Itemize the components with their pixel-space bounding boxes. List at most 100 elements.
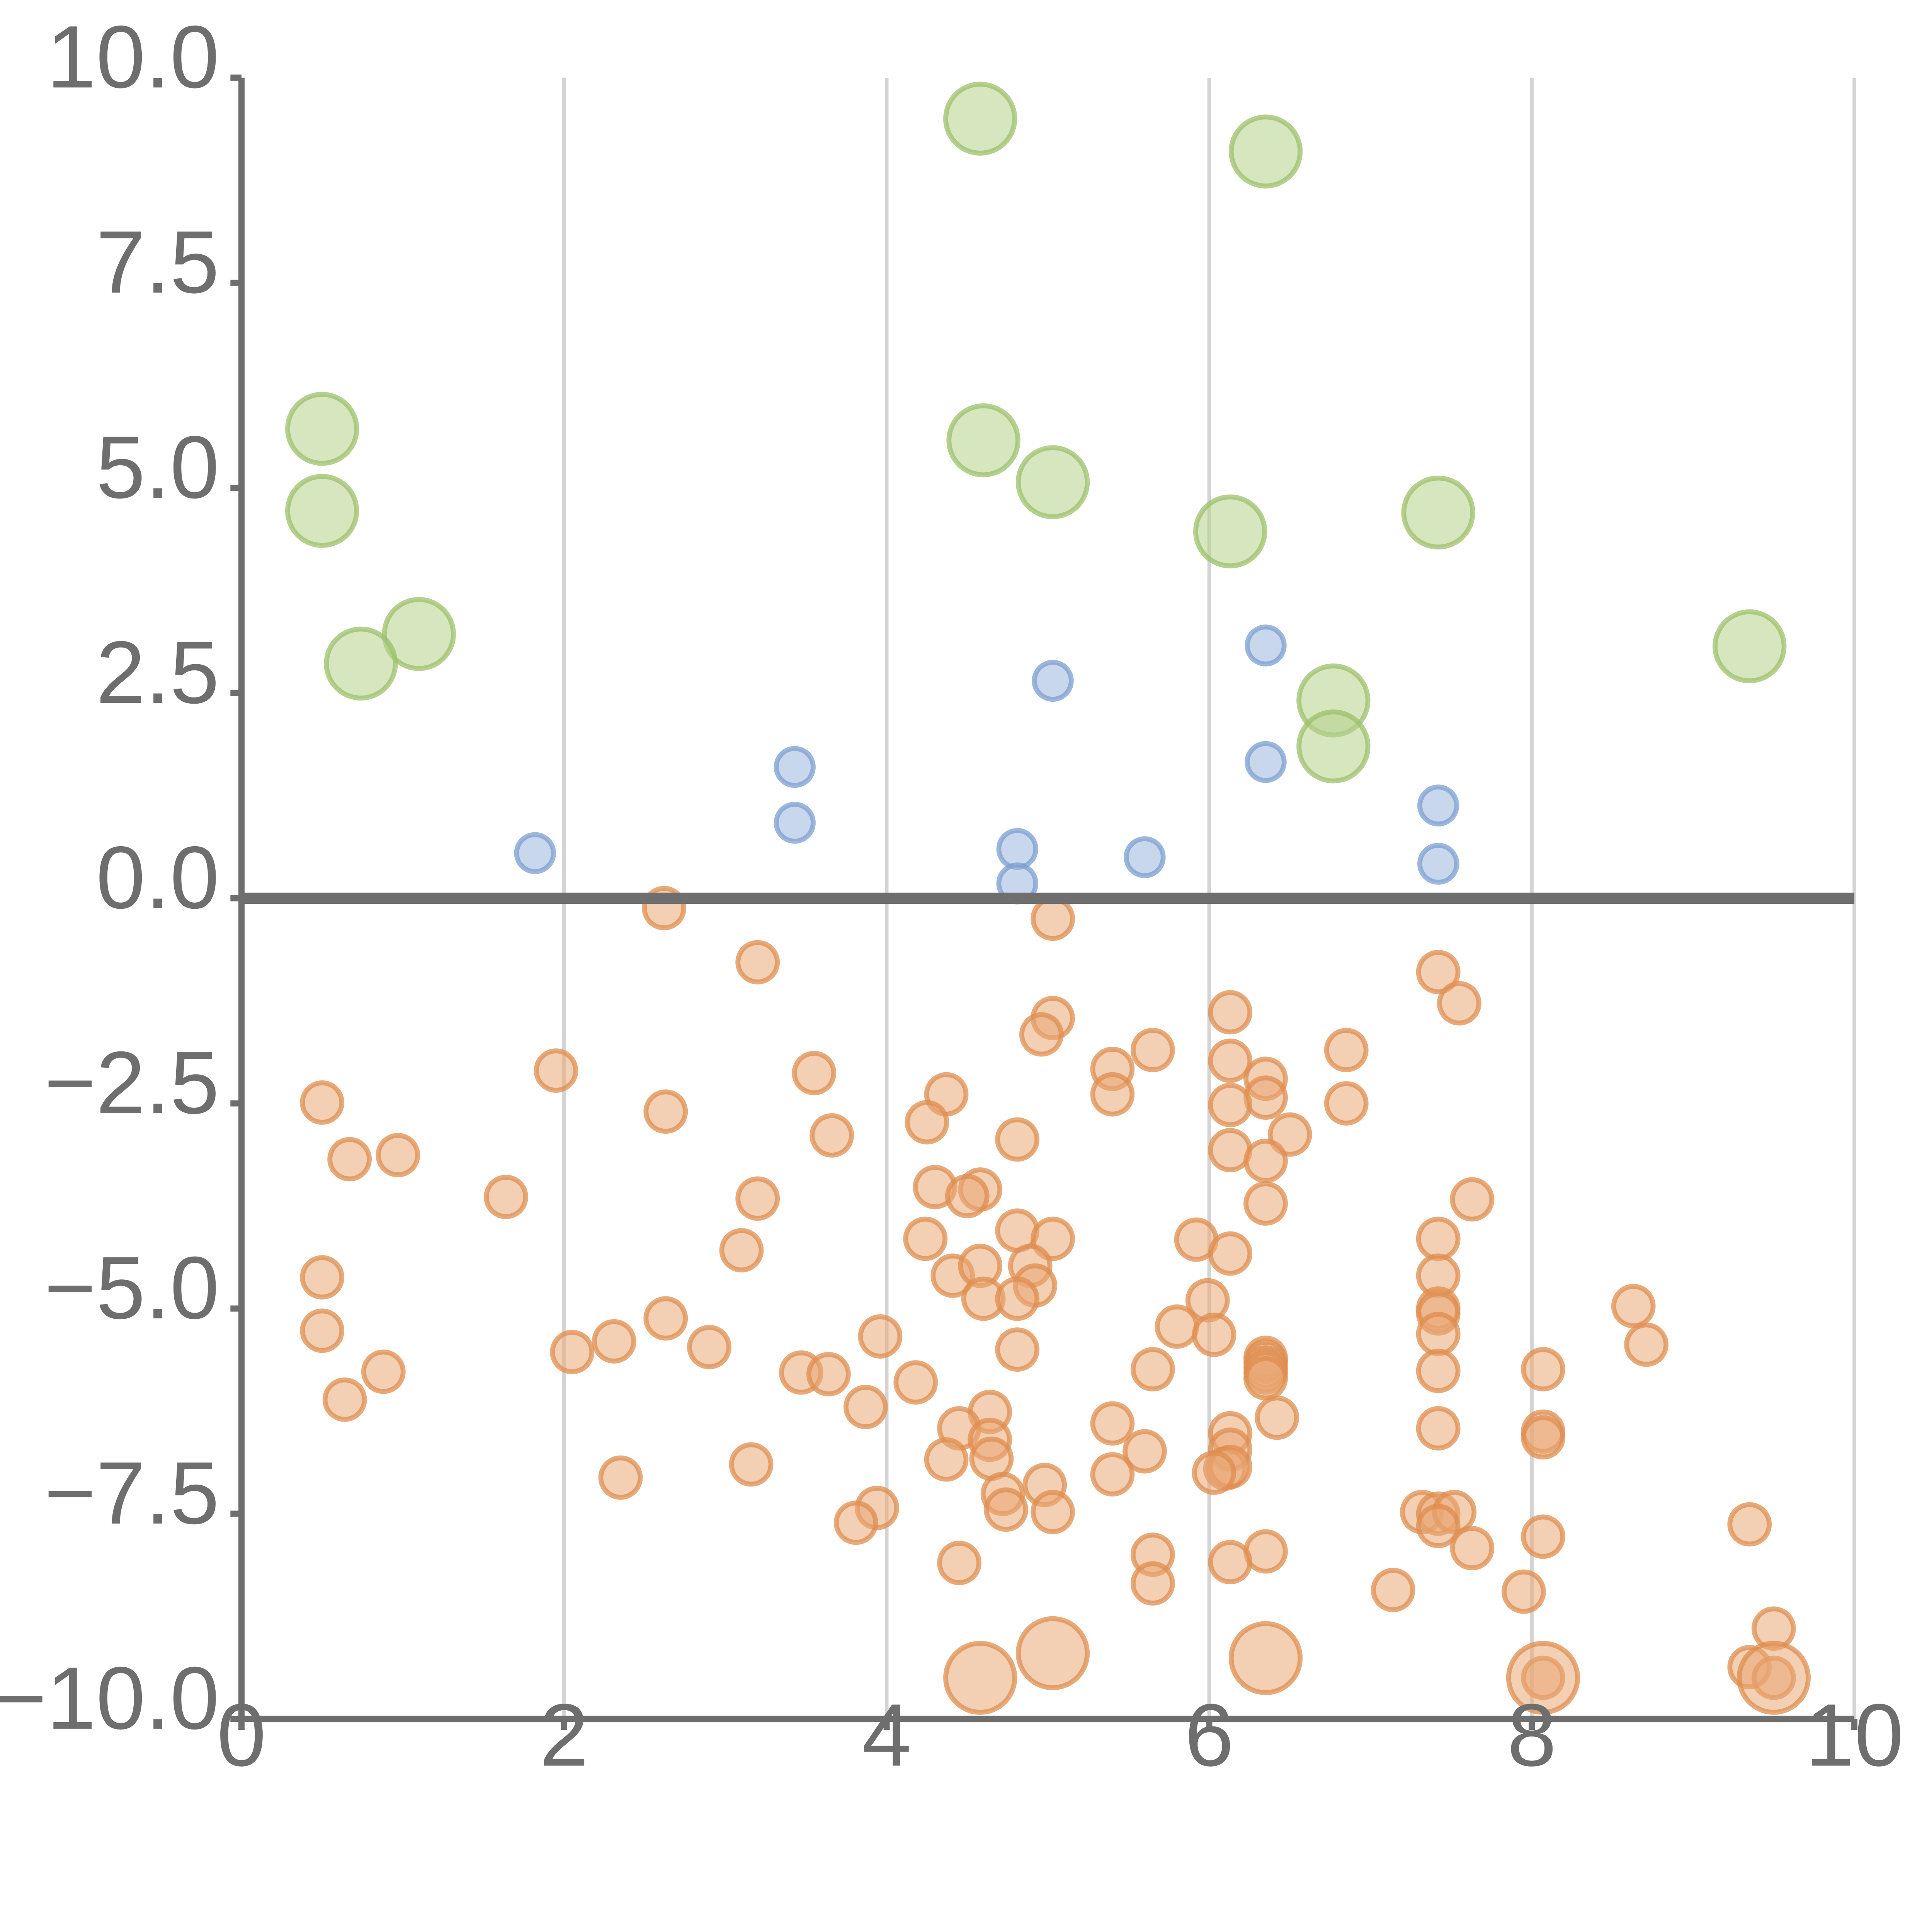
data-point-orange (905, 1100, 949, 1145)
data-point-green (1296, 709, 1371, 784)
data-point-orange (1130, 1028, 1175, 1072)
data-point-orange (376, 1133, 420, 1177)
data-point-orange (361, 1349, 406, 1394)
data-point-orange (833, 1500, 878, 1545)
data-point-orange (1031, 1490, 1075, 1534)
data-point-orange (1208, 990, 1253, 1035)
data-point-orange (1208, 1540, 1253, 1585)
data-point-orange (792, 1051, 837, 1095)
y-tick-label: 0.0 (96, 828, 219, 927)
y-tick-label: 2.5 (96, 622, 219, 722)
data-point-orange (945, 1174, 990, 1218)
data-point-orange (1130, 1347, 1175, 1392)
data-point-blue (1417, 784, 1459, 827)
data-point-orange (1019, 1012, 1064, 1057)
x-tick-label: 0 (217, 1685, 266, 1785)
data-point-blue (1032, 660, 1074, 702)
data-points (285, 82, 1811, 1715)
data-point-orange (1155, 1304, 1199, 1349)
data-point-orange (1243, 1181, 1288, 1226)
data-point-orange (1521, 1415, 1565, 1460)
data-point-orange (1090, 1072, 1135, 1117)
data-point-orange (995, 1276, 1040, 1321)
data-point-orange (598, 1455, 643, 1500)
x-tick-label: 2 (539, 1685, 589, 1785)
data-point-orange (1450, 1177, 1495, 1222)
data-point-orange (1122, 1429, 1167, 1474)
data-point-orange (1416, 1216, 1461, 1261)
y-tick-label: −10.0 (0, 1648, 219, 1748)
data-point-orange (1624, 1322, 1669, 1367)
data-point-orange (687, 1325, 731, 1369)
data-point-orange (1243, 1075, 1288, 1120)
data-point-blue (774, 802, 816, 844)
data-point-orange (806, 1352, 851, 1396)
data-point-orange (843, 1384, 888, 1429)
data-point-orange (1324, 1028, 1369, 1072)
data-point-orange (1208, 1038, 1253, 1083)
data-point-orange (1371, 1568, 1415, 1612)
data-point-orange (735, 940, 780, 985)
data-point-orange (1192, 1313, 1236, 1357)
data-point-green (946, 403, 1020, 478)
data-point-orange (322, 1377, 367, 1422)
data-point-blue (996, 828, 1038, 870)
data-point-green (285, 392, 359, 466)
data-point-orange (937, 1541, 981, 1585)
x-tick-label: 10 (1805, 1685, 1903, 1785)
data-point-orange (1208, 1083, 1253, 1128)
data-point-orange (1521, 1514, 1565, 1559)
data-point-orange (995, 1117, 1040, 1162)
data-point-orange (1416, 1503, 1461, 1548)
data-point-green (1015, 445, 1090, 519)
data-point-orange (995, 1327, 1040, 1372)
data-point-orange (592, 1319, 636, 1364)
data-point-orange (484, 1175, 528, 1219)
data-point-orange (1611, 1284, 1656, 1328)
data-point-green (285, 474, 359, 548)
data-point-orange (327, 1137, 372, 1182)
data-point-orange (810, 1113, 854, 1158)
data-point-orange (1502, 1569, 1546, 1614)
axes: 0 2 4 6 8 10 10.0 7.5 5.0 2.5 0.0 −2.5 −5.0 −7.5 −10.0 (0, 7, 1904, 1784)
data-point-orange (1090, 1452, 1135, 1497)
data-point-orange (1255, 1395, 1299, 1440)
data-point-orange-large (1015, 1616, 1090, 1690)
data-point-orange (1324, 1081, 1369, 1126)
data-point-blue (1245, 624, 1287, 667)
data-point-green (1193, 494, 1267, 568)
data-point-orange (735, 1176, 780, 1221)
x-tick-label: 6 (1185, 1685, 1234, 1785)
x-tick-label: 4 (862, 1685, 912, 1785)
data-point-orange (643, 1089, 688, 1134)
data-point-orange (300, 1080, 345, 1125)
data-point-orange (1243, 1356, 1288, 1401)
data-point-orange (984, 1487, 1028, 1532)
data-point-blue (514, 832, 556, 874)
data-point-orange (1521, 1347, 1565, 1392)
data-point-green (324, 626, 398, 701)
y-tick-label: 10.0 (47, 7, 219, 106)
data-point-orange (1416, 1349, 1461, 1393)
y-tick-label: 7.5 (96, 212, 219, 311)
data-point-orange-large (1228, 1621, 1303, 1695)
data-point-orange (893, 1360, 938, 1405)
y-tick-label: 5.0 (96, 417, 219, 517)
data-point-orange (1192, 1450, 1236, 1495)
data-point-orange-large (943, 1641, 1017, 1715)
data-point-orange (903, 1216, 948, 1261)
y-tick-label: −2.5 (44, 1033, 219, 1132)
data-point-orange (300, 1255, 345, 1300)
data-point-orange (719, 1228, 764, 1273)
x-tick-label: 8 (1507, 1685, 1556, 1785)
y-tick-label: −7.5 (44, 1443, 219, 1543)
data-point-orange (300, 1308, 345, 1353)
data-point-orange (1416, 950, 1461, 995)
data-point-blue (1417, 843, 1459, 885)
data-point-green (1228, 114, 1303, 189)
data-point-orange (729, 1442, 774, 1487)
data-point-orange (1416, 1406, 1461, 1451)
data-point-orange (1130, 1561, 1175, 1606)
